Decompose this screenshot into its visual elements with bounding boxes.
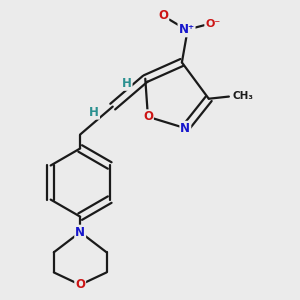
Text: H: H (122, 77, 132, 90)
Text: N: N (180, 122, 190, 135)
Text: O: O (143, 110, 153, 123)
Text: O: O (158, 9, 168, 22)
Text: N: N (75, 226, 85, 238)
Text: H: H (89, 106, 99, 119)
Text: CH₃: CH₃ (232, 91, 254, 100)
Text: O: O (75, 278, 85, 291)
Text: O⁻: O⁻ (205, 19, 220, 29)
Text: N⁺: N⁺ (178, 23, 195, 36)
